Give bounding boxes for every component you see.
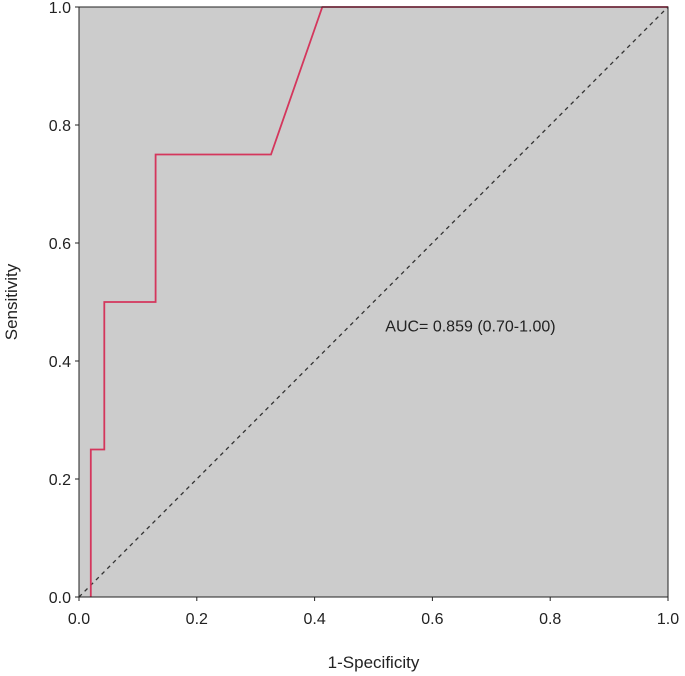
x-tick-label: 0.2 [186, 611, 208, 628]
y-tick-label: 0.0 [49, 590, 71, 607]
y-tick-label: 0.4 [49, 354, 71, 371]
reference-diagonal [78, 6, 669, 598]
x-tick-label: 1.0 [657, 611, 679, 628]
x-tick-label: 0.8 [539, 611, 561, 628]
roc-curve [89, 6, 668, 597]
y-axis: 0.0 0.2 0.4 0.6 0.8 1.0 [49, 0, 79, 607]
y-tick-label: 0.2 [49, 472, 71, 489]
y-tick-label: 0.6 [49, 236, 71, 253]
x-axis: 0.0 0.2 0.4 0.6 0.8 1.0 [68, 597, 679, 628]
x-tick-label: 0.4 [303, 611, 325, 628]
auc-annotation: AUC= 0.859 (0.70-1.00) [385, 319, 555, 336]
x-axis-title: 1-Specificity [328, 653, 420, 672]
plot-frame [78, 6, 669, 598]
y-tick-label: 1.0 [49, 0, 71, 17]
x-tick-label: 0.6 [421, 611, 443, 628]
x-tick-label: 0.0 [68, 611, 90, 628]
y-tick-label: 0.8 [49, 118, 71, 135]
y-axis-title: Sensitivity [2, 263, 21, 340]
